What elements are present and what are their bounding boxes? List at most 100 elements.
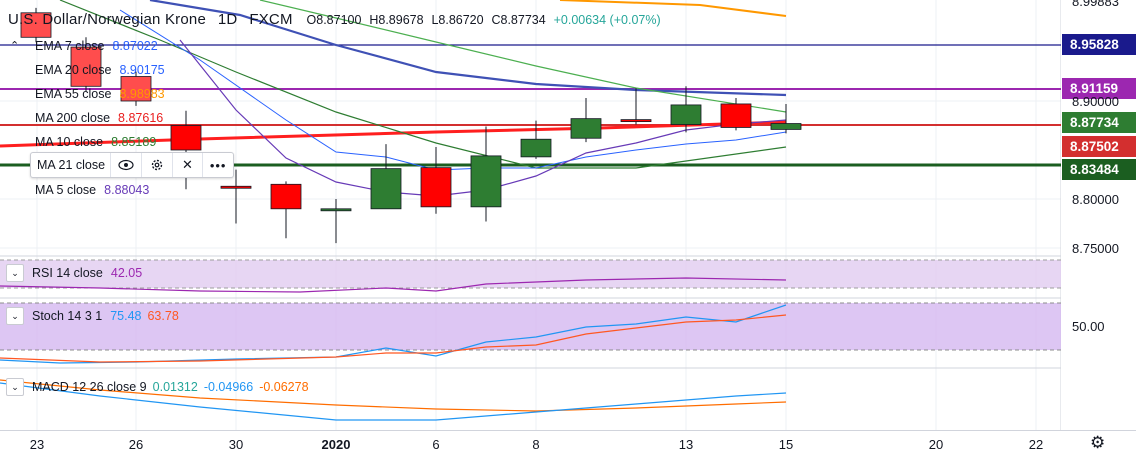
legend-name: EMA 20 close bbox=[35, 63, 112, 77]
stoch-band bbox=[0, 303, 1061, 350]
price-tag: 8.91159 bbox=[1062, 78, 1136, 99]
candle-body[interactable] bbox=[770, 123, 802, 130]
gear-icon[interactable] bbox=[140, 153, 172, 177]
stoch-level-tick: 50.00 bbox=[1072, 319, 1105, 334]
price-tag: 8.95828 bbox=[1062, 34, 1136, 55]
candle-body[interactable] bbox=[570, 118, 602, 139]
main-pane[interactable] bbox=[0, 0, 1061, 256]
rsi-label: RSI 14 close bbox=[32, 266, 103, 280]
ma10-line-light bbox=[259, 0, 787, 113]
ma10-line bbox=[59, 0, 787, 169]
time-tick: 30 bbox=[228, 437, 244, 452]
candle-body[interactable] bbox=[320, 208, 352, 212]
candlestick-series bbox=[20, 7, 802, 244]
legend-ma21-hover[interactable]: MA 21 close ✕ ••• bbox=[30, 152, 234, 178]
symbol-title[interactable]: U.S. Dollar/Norwegian Krone bbox=[8, 11, 206, 28]
macd-value-2: -0.04966 bbox=[203, 380, 254, 394]
candle-body[interactable] bbox=[270, 183, 302, 210]
candle-body[interactable] bbox=[470, 155, 502, 208]
collapse-legend-chevron-icon[interactable]: ⌃ bbox=[10, 40, 20, 52]
legend-name: MA 5 close bbox=[35, 183, 97, 197]
interval-label[interactable]: 1D bbox=[217, 11, 238, 28]
candle-body[interactable] bbox=[20, 12, 52, 38]
time-tick: 6 bbox=[432, 437, 440, 452]
candle-body[interactable] bbox=[420, 167, 452, 208]
legend-ema55[interactable]: EMA 55 close 8.98983 bbox=[10, 87, 165, 101]
price-tick: 8.75000 bbox=[1072, 241, 1119, 256]
open-value: O8.87100 bbox=[306, 13, 362, 27]
price-tag: 8.87734 bbox=[1062, 112, 1136, 133]
price-tag: 8.87502 bbox=[1062, 136, 1136, 157]
legend-value: 8.88043 bbox=[104, 183, 150, 197]
candle-body[interactable] bbox=[370, 168, 402, 210]
candle-body[interactable] bbox=[120, 76, 152, 102]
rsi-line bbox=[0, 277, 787, 293]
stoch-label: Stoch 14 3 1 bbox=[32, 309, 103, 323]
time-tick: 26 bbox=[128, 437, 144, 452]
stoch-d-line bbox=[0, 314, 787, 363]
candle-body[interactable] bbox=[520, 138, 552, 158]
macd-value-1: 0.01312 bbox=[152, 380, 198, 394]
rsi-legend[interactable]: ⌄ RSI 14 close 42.05 bbox=[6, 264, 142, 282]
candle-body[interactable] bbox=[670, 104, 702, 125]
legend-ema7[interactable]: EMA 7 close 8.87022 bbox=[10, 39, 158, 53]
gear-icon[interactable]: ⚙ bbox=[1090, 433, 1106, 452]
collapse-chevron-icon[interactable]: ⌄ bbox=[6, 264, 24, 282]
time-tick-year: 2020 bbox=[321, 437, 351, 452]
legend-name: EMA 55 close bbox=[35, 87, 112, 101]
time-tick: 23 bbox=[29, 437, 45, 452]
high-value: H8.89678 bbox=[369, 13, 424, 27]
eye-icon[interactable] bbox=[110, 153, 141, 177]
candle-body[interactable] bbox=[620, 119, 652, 123]
legend-name: EMA 7 close bbox=[35, 39, 105, 53]
macd-label: MACD 12 26 close 9 bbox=[32, 380, 147, 394]
macd-legend[interactable]: ⌄ MACD 12 26 close 9 0.01312 -0.04966 -0… bbox=[6, 378, 309, 396]
stoch-d-value: 63.78 bbox=[147, 309, 179, 323]
legend-value: 8.87022 bbox=[112, 39, 158, 53]
price-tag: 8.83484 bbox=[1062, 159, 1136, 180]
macd-value-3: -0.06278 bbox=[259, 380, 309, 394]
time-tick: 15 bbox=[778, 437, 794, 452]
legend-ma200[interactable]: MA 200 close 8.87616 bbox=[10, 111, 163, 125]
time-tick: 22 bbox=[1028, 437, 1044, 452]
legend-ma10[interactable]: MA 10 close 8.85189 bbox=[10, 135, 156, 149]
macd-signal-line bbox=[0, 379, 787, 412]
ma200-line bbox=[0, 120, 787, 148]
price-tick: 8.80000 bbox=[1072, 192, 1119, 207]
candle-body[interactable] bbox=[220, 185, 252, 189]
stoch-legend[interactable]: ⌄ Stoch 14 3 1 75.48 63.78 bbox=[6, 307, 179, 325]
rsi-band bbox=[0, 260, 1061, 288]
collapse-chevron-icon[interactable]: ⌄ bbox=[6, 307, 24, 325]
legend-name: MA 200 close bbox=[35, 111, 111, 125]
stoch-k-value: 75.48 bbox=[110, 309, 142, 323]
time-axis[interactable] bbox=[0, 430, 1136, 460]
legend-ma5[interactable]: MA 5 close 8.88043 bbox=[10, 183, 149, 197]
candle-body[interactable] bbox=[720, 103, 752, 128]
ema55-line bbox=[559, 0, 787, 17]
macd-line bbox=[0, 382, 787, 421]
legend-ema20[interactable]: EMA 20 close 8.90175 bbox=[10, 63, 165, 77]
candle-body[interactable] bbox=[170, 125, 202, 151]
legend-ma21-name: MA 21 close bbox=[37, 158, 106, 172]
chart-header: U.S. Dollar/Norwegian Krone 1D FXCM O8.8… bbox=[8, 11, 661, 28]
time-tick: 13 bbox=[678, 437, 694, 452]
legend-value: 8.87616 bbox=[118, 111, 164, 125]
change-value: +0.00634 (+0.07%) bbox=[553, 13, 661, 27]
more-icon[interactable]: ••• bbox=[202, 153, 233, 177]
rsi-value: 42.05 bbox=[110, 266, 143, 280]
price-axis[interactable] bbox=[1061, 0, 1136, 430]
legend-value: 8.85189 bbox=[111, 135, 157, 149]
time-tick: 20 bbox=[928, 437, 944, 452]
low-value: L8.86720 bbox=[431, 13, 484, 27]
broker-label: FXCM bbox=[249, 11, 293, 28]
collapse-chevron-icon[interactable]: ⌄ bbox=[6, 378, 24, 396]
legend-value: 8.98983 bbox=[119, 87, 165, 101]
time-tick: 8 bbox=[532, 437, 540, 452]
price-tick-top: 8.99883 bbox=[1072, 0, 1119, 9]
legend-name: MA 10 close bbox=[35, 135, 104, 149]
price-tick: 8.90000 bbox=[1072, 94, 1119, 109]
close-value: C8.87734 bbox=[491, 13, 546, 27]
candle-body[interactable] bbox=[70, 46, 102, 87]
close-icon[interactable]: ✕ bbox=[171, 153, 203, 177]
